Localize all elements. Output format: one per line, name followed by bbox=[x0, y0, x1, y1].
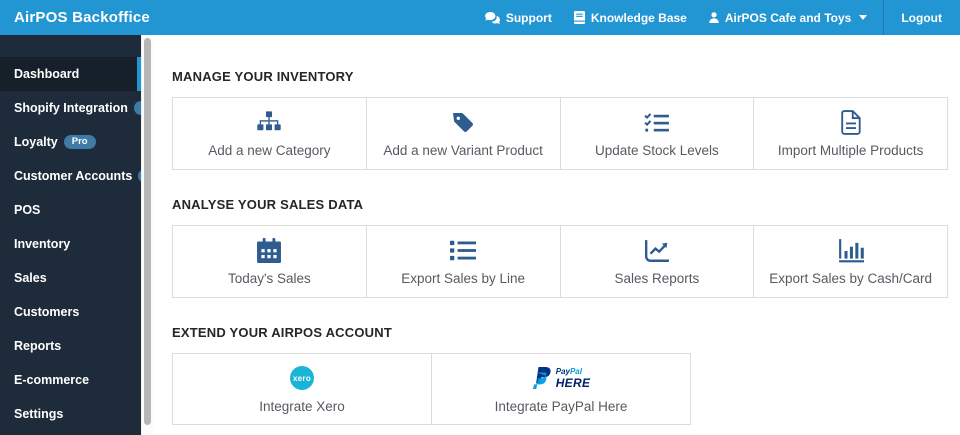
paypal-here-text: HERE bbox=[555, 375, 591, 390]
card-label: Add a new Category bbox=[208, 143, 331, 158]
brand-logo[interactable]: AirPOS Backoffice bbox=[14, 9, 150, 26]
sidebar-item-dashboard[interactable]: Dashboard bbox=[0, 57, 141, 91]
sidebar-item-sales[interactable]: Sales bbox=[0, 261, 141, 295]
paypal-here-wordmark: PayPal HERE bbox=[555, 366, 591, 390]
section-analyse-sales: ANALYSE YOUR SALES DATA bbox=[172, 197, 948, 298]
xero-logo: xero bbox=[290, 365, 314, 392]
card-label: Sales Reports bbox=[614, 271, 700, 286]
sidebar-item-label: Dashboard bbox=[14, 67, 80, 81]
sidebar-item-pos[interactable]: POS bbox=[0, 193, 141, 227]
comments-icon bbox=[484, 11, 500, 24]
section-title: EXTEND YOUR AIRPOS ACCOUNT bbox=[172, 325, 392, 340]
card-label: Add a new Variant Product bbox=[383, 143, 543, 158]
chevron-down-icon bbox=[859, 15, 868, 20]
card-label: Integrate PayPal Here bbox=[494, 398, 628, 414]
tag-icon bbox=[451, 109, 475, 136]
xero-logo-text: xero bbox=[290, 366, 314, 390]
card-add-variant-product[interactable]: Add a new Variant Product bbox=[366, 97, 561, 170]
sidebar-item-shopify-integration[interactable]: Shopify Integration Pro bbox=[0, 91, 166, 125]
support-label: Support bbox=[505, 10, 552, 25]
sidebar-item-label: Customer Accounts bbox=[14, 169, 133, 183]
card-update-stock-levels[interactable]: Update Stock Levels bbox=[560, 97, 755, 170]
header-divider bbox=[883, 0, 885, 35]
card-todays-sales[interactable]: Today's Sales bbox=[172, 225, 367, 298]
pro-badge: Pro bbox=[63, 134, 96, 150]
vertical-scrollbar-thumb[interactable] bbox=[144, 38, 151, 425]
sidebar-item-label: Settings bbox=[14, 407, 64, 421]
sidebar-item-label: Sales bbox=[14, 271, 47, 285]
paypal-pay-text: Pay bbox=[555, 366, 570, 376]
card-integrate-xero[interactable]: xero Integrate Xero bbox=[172, 353, 432, 425]
card-label: Integrate Xero bbox=[259, 398, 345, 414]
sidebar-item-reports[interactable]: Reports bbox=[0, 329, 141, 363]
sidebar-item-label: Inventory bbox=[14, 237, 71, 251]
account-label: AirPOS Cafe and Toys bbox=[724, 10, 852, 25]
sidebar-item-customer-accounts[interactable]: Customer Accounts Pro bbox=[0, 159, 171, 193]
card-label: Update Stock Levels bbox=[594, 143, 719, 158]
card-label: Import Multiple Products bbox=[777, 143, 924, 158]
sidebar-item-label: E-commerce bbox=[14, 373, 90, 387]
card-row: Today's Sales Export Sales by Line bbox=[172, 225, 948, 298]
sidebar-item-inventory[interactable]: Inventory bbox=[0, 227, 141, 261]
card-label: Today's Sales bbox=[227, 271, 311, 286]
top-header: AirPOS Backoffice Support Knowledge Ba bbox=[0, 0, 960, 35]
section-extend-account: EXTEND YOUR AIRPOS ACCOUNT xero Integrat… bbox=[172, 325, 948, 425]
account-menu[interactable]: AirPOS Cafe and Toys bbox=[698, 0, 878, 35]
sidebar-item-ecommerce[interactable]: E-commerce bbox=[0, 363, 141, 397]
vertical-scrollbar-track[interactable] bbox=[141, 35, 153, 435]
support-link[interactable]: Support bbox=[474, 0, 563, 35]
sidebar-item-label: Shopify Integration bbox=[14, 101, 128, 115]
card-export-sales-by-line[interactable]: Export Sales by Line bbox=[366, 225, 561, 298]
card-label: Export Sales by Line bbox=[401, 271, 526, 286]
tasks-icon bbox=[644, 109, 670, 136]
calendar-icon bbox=[257, 237, 282, 264]
card-integrate-paypal-here[interactable]: PayPal HERE Integrate PayPal Here bbox=[432, 353, 691, 425]
card-row: Add a new Category Add a new Variant Pro… bbox=[172, 97, 948, 170]
card-export-sales-cash-card[interactable]: Export Sales by Cash/Card bbox=[754, 225, 948, 298]
knowledge-base-label: Knowledge Base bbox=[590, 10, 687, 25]
book-icon bbox=[573, 11, 585, 24]
file-lines-icon bbox=[840, 109, 861, 136]
list-icon bbox=[450, 237, 477, 264]
sidebar-item-label: Loyalty bbox=[14, 135, 58, 149]
card-row: xero Integrate Xero PayPal HERE Integrat… bbox=[172, 353, 691, 425]
paypal-pal-text: Pal bbox=[569, 366, 582, 376]
card-add-category[interactable]: Add a new Category bbox=[172, 97, 367, 170]
card-label: Export Sales by Cash/Card bbox=[769, 271, 933, 286]
card-import-multiple-products[interactable]: Import Multiple Products bbox=[754, 97, 948, 170]
sidebar-item-settings[interactable]: Settings bbox=[0, 397, 141, 431]
sidebar-item-customers[interactable]: Customers bbox=[0, 295, 141, 329]
header-nav: Support Knowledge Base AirPOS Cafe a bbox=[474, 0, 960, 35]
paypal-monogram-icon bbox=[532, 367, 551, 389]
sidebar-item-label: Reports bbox=[14, 339, 62, 353]
sidebar-item-label: POS bbox=[14, 203, 41, 217]
sidebar-nav: Dashboard Shopify Integration Pro Loyalt… bbox=[0, 35, 171, 435]
chart-line-icon bbox=[644, 237, 670, 264]
dashboard-main: MANAGE YOUR INVENTORY bbox=[153, 35, 960, 435]
sidebar-item-loyalty[interactable]: Loyalty Pro bbox=[0, 125, 141, 159]
chart-bar-icon bbox=[838, 237, 864, 264]
user-icon bbox=[709, 12, 719, 23]
card-sales-reports[interactable]: Sales Reports bbox=[560, 225, 755, 298]
sitemap-icon bbox=[255, 109, 283, 136]
section-title: ANALYSE YOUR SALES DATA bbox=[172, 197, 364, 212]
logout-button[interactable]: Logout bbox=[901, 10, 942, 25]
paypal-here-logo: PayPal HERE bbox=[532, 365, 591, 392]
section-manage-inventory: MANAGE YOUR INVENTORY bbox=[172, 69, 948, 170]
section-title: MANAGE YOUR INVENTORY bbox=[172, 69, 354, 84]
knowledge-base-link[interactable]: Knowledge Base bbox=[563, 0, 698, 35]
sidebar-item-label: Customers bbox=[14, 305, 80, 319]
